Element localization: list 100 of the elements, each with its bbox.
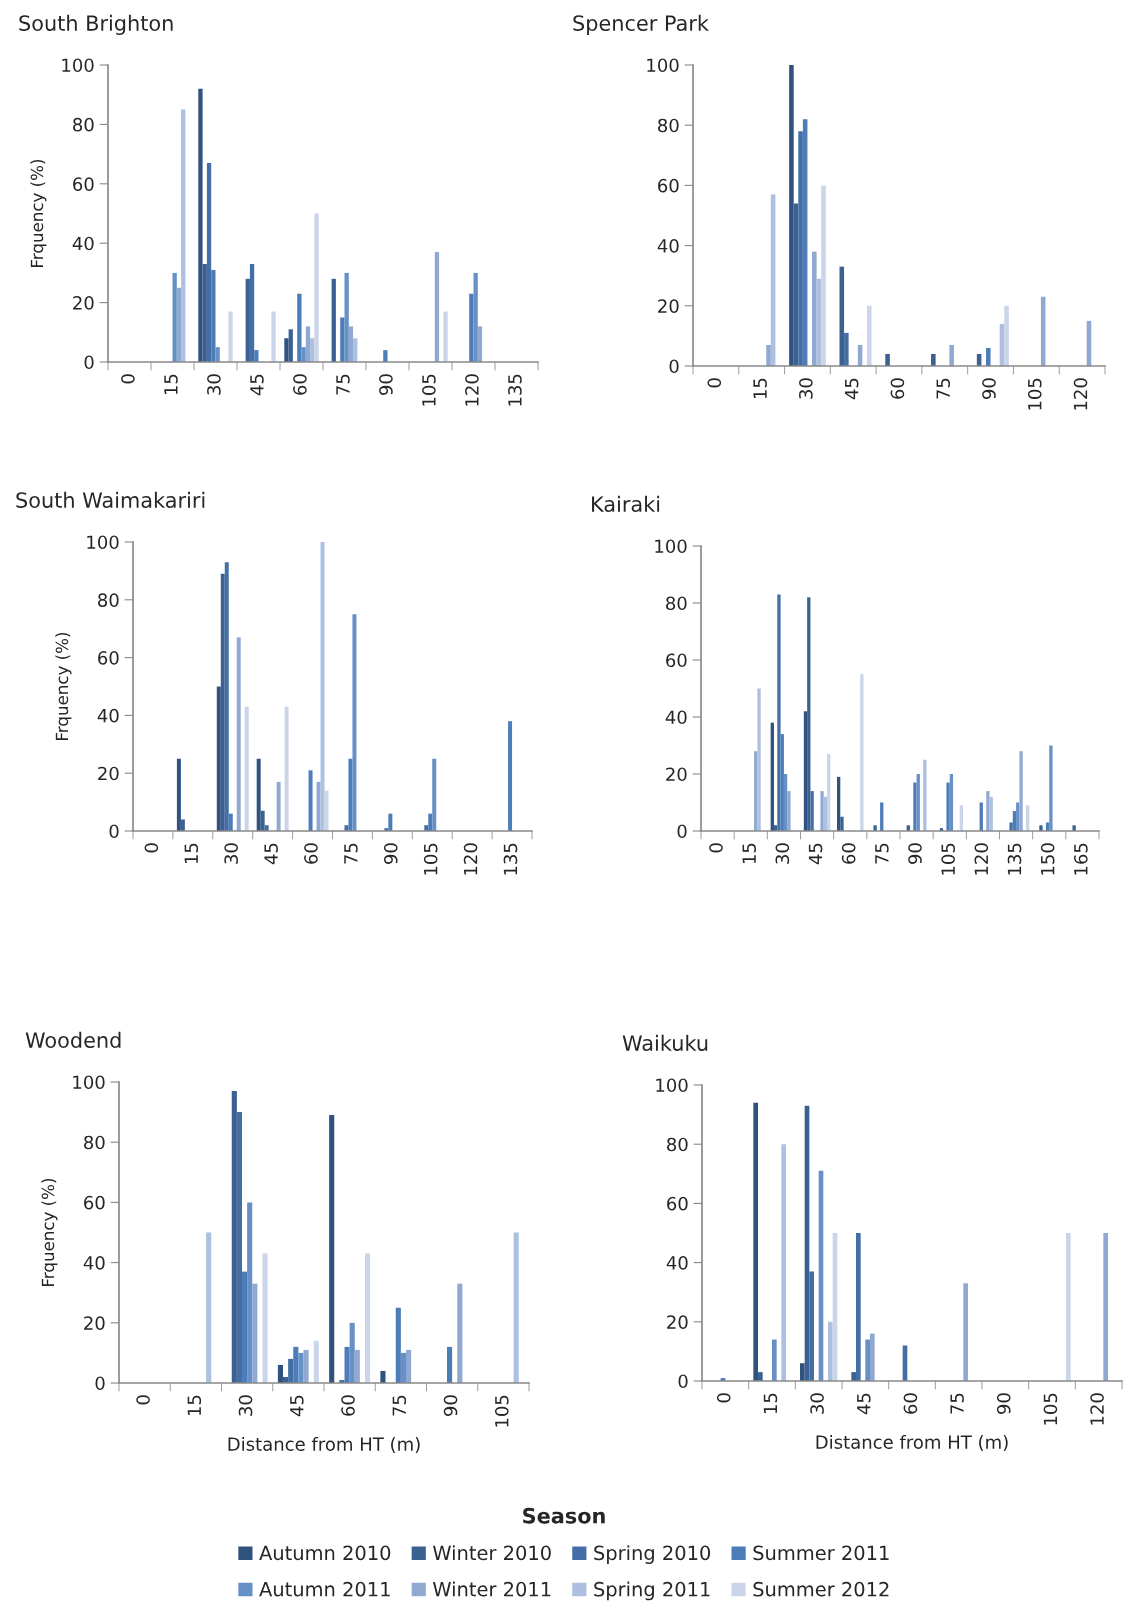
legend-label: Summer 2012 [753,1581,889,1597]
x-tick-label: 90 [908,843,922,864]
bar [249,263,255,362]
x-tick-label: 120 [974,843,989,875]
x-tick-label: 0 [707,378,722,388]
x-tick-label: 0 [121,374,135,384]
bar [931,353,936,366]
bar [844,332,849,366]
bar [809,1271,814,1381]
bar [758,1372,763,1381]
x-tick-label: 30 [810,1393,824,1414]
legend-title: Season [523,1507,605,1524]
bar [284,706,289,831]
y-tick-label: 0 [669,359,679,374]
y-tick-label: 40 [665,710,687,725]
bar [271,311,276,362]
x-tick-label: 105 [494,1395,509,1427]
x-tick-label: 0 [144,843,159,853]
bar [380,1370,386,1383]
bar [242,1271,248,1383]
x-tick-label: 75 [336,374,350,395]
bar [284,338,289,362]
chart-title: Woodend [25,1031,121,1048]
bar [432,758,437,831]
bar [172,272,177,362]
x-axis-title: Distance from HT (m) [228,1436,420,1454]
x-tick-label: 90 [982,378,996,399]
bar [985,347,991,366]
bar [781,1144,786,1381]
bar [220,573,225,831]
bar [344,1346,350,1383]
x-tick-label: 45 [290,1395,304,1417]
x-tick-label: 30 [775,843,790,864]
bar [206,1232,212,1383]
y-tick-label: 60 [666,653,687,668]
bar [206,163,212,362]
bar [1004,305,1009,366]
bar [1019,751,1023,831]
x-tick-label: 165 [1074,843,1088,875]
bar [276,781,281,831]
x-tick-label: 90 [996,1393,1011,1414]
y-tick-label: 20 [658,299,679,313]
x-tick-label: 15 [753,378,767,399]
legend-label: Winter 2010 [433,1545,551,1561]
y-tick-label: 100 [87,535,119,550]
x-tick-label: 60 [304,843,318,864]
legend-label: Spring 2010 [594,1545,711,1564]
y-tick-label: 100 [62,58,94,73]
bar [807,597,811,831]
y-tick-label: 0 [678,1374,688,1389]
bar [428,813,433,831]
y-tick-label: 60 [98,651,119,665]
x-tick-label: 60 [841,843,856,864]
bar [780,734,784,831]
bar [885,353,890,366]
bar [865,1339,870,1381]
bar [354,1349,360,1383]
bar [777,594,781,831]
bar [1103,1233,1108,1381]
bar [236,637,241,831]
bar [772,1339,777,1381]
x-tick-label: 15 [164,374,178,395]
bar [288,1358,294,1383]
y-tick-label: 80 [666,596,687,611]
y-axis-title: Frquency (%) [55,632,72,740]
bar [298,1352,304,1383]
bar [406,1349,412,1383]
bar [757,688,761,831]
x-tick-label: 75 [344,843,358,864]
bar [447,1346,453,1383]
bar [1049,745,1053,831]
chart-title: Kairaki [592,495,660,512]
bar [753,1102,758,1381]
bar [262,1253,268,1383]
bar [245,278,250,362]
bar [331,278,336,362]
bar [236,1112,242,1383]
bar [851,1372,856,1381]
bar [803,711,808,831]
x-tick-label: 105 [941,843,955,875]
chart-title: South Brighton [19,14,173,35]
bar [180,819,185,831]
bar [457,1283,463,1383]
x-tick-label: 45 [845,378,859,400]
x-tick-label: 120 [463,843,478,875]
bar [860,674,864,831]
x-tick-label: 15 [742,843,756,864]
bar [388,813,393,831]
bar [344,272,349,362]
legend-label: Autumn 2010 [259,1545,391,1561]
bar [340,317,345,362]
bar [870,1333,875,1381]
y-tick-label: 80 [658,118,679,133]
x-tick-label: 135 [508,374,522,406]
bar [800,1363,805,1381]
x-tick-label: 75 [875,843,889,864]
y-tick-label: 40 [657,239,679,253]
y-tick-label: 0 [84,355,94,370]
bar [260,810,265,831]
legend-label: Autumn 2011 [259,1581,390,1597]
